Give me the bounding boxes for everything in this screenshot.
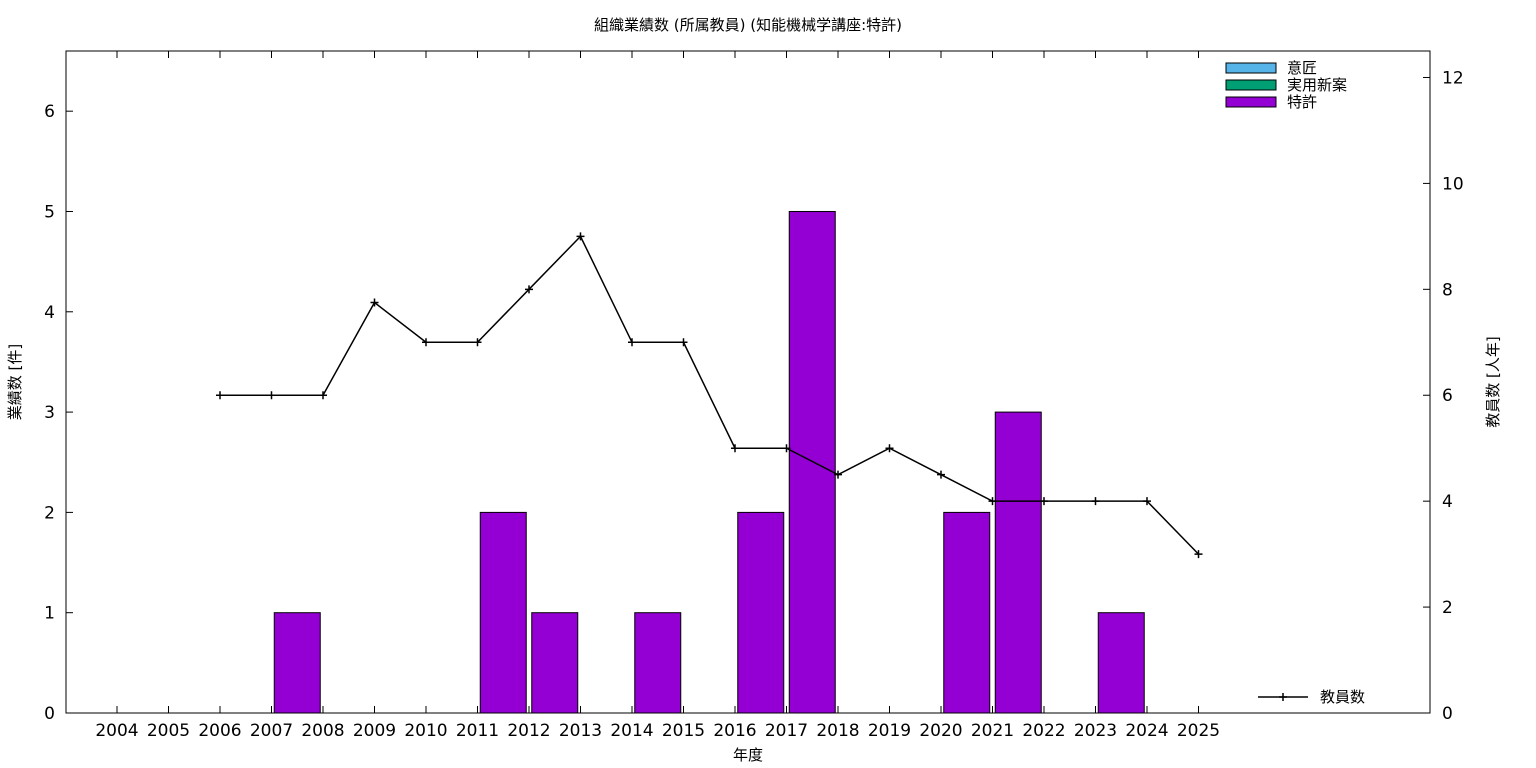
line-point: [422, 338, 430, 347]
x-tick-label: 2023: [1074, 721, 1117, 741]
x-tick-label: 2018: [816, 721, 859, 741]
x-tick-label: 2005: [147, 721, 190, 741]
y2-tick-label: 2: [1442, 598, 1453, 618]
x-tick-label: 2014: [610, 721, 653, 741]
legend-label: 教員数: [1320, 688, 1365, 706]
line-point: [370, 298, 379, 307]
y-tick-label: 0: [44, 704, 55, 724]
line-point: [473, 338, 482, 347]
y2-tick-label: 6: [1442, 386, 1453, 406]
line-point: [216, 391, 224, 400]
bar: [737, 511, 785, 714]
line-point: [267, 391, 276, 400]
line-point: [885, 444, 894, 453]
y-tick-label: 5: [44, 202, 55, 222]
line-point: [1040, 497, 1048, 506]
line-point: [937, 470, 945, 479]
bar: [531, 612, 579, 714]
x-tick-label: 2010: [404, 721, 447, 741]
y2-tick-label: 8: [1442, 280, 1453, 300]
x-tick-label: 2009: [353, 721, 396, 741]
bar: [943, 511, 991, 714]
chart-title: 組織業績数 (所属教員) (知能機械学講座:特許): [594, 16, 902, 34]
line-series: [216, 232, 1203, 559]
legend-label: 実用新案: [1287, 76, 1347, 94]
bar: [634, 612, 682, 714]
y-tick-label: 1: [44, 604, 55, 624]
x-tick-label: 2013: [559, 721, 602, 741]
line-point: [576, 232, 585, 241]
x-tick-label: 2016: [713, 721, 756, 741]
legend-swatch: [1225, 79, 1277, 91]
x-tick-label: 2022: [1022, 721, 1065, 741]
y-axis-right: 0 2 4 6 8 10 12: [1423, 68, 1464, 724]
x-axis: 2004 2005 2006 2007 2008 2009 2010 2011 2012 2013…: [95, 51, 1220, 741]
line-point: [1143, 497, 1151, 506]
line-point: [782, 444, 791, 453]
bar-series: [273, 210, 1145, 714]
x-tick-label: 2006: [198, 721, 241, 741]
x-axis-label: 年度: [733, 746, 763, 764]
legend-swatch: [1225, 62, 1277, 74]
x-tick-label: 2024: [1125, 721, 1168, 741]
y-tick-label: 4: [44, 303, 55, 323]
line-point: [834, 470, 842, 479]
x-tick-label: 2008: [301, 721, 344, 741]
y2-tick-label: 0: [1442, 704, 1453, 724]
line-point: [679, 338, 688, 347]
line-point: [319, 391, 327, 400]
x-tick-label: 2004: [95, 721, 138, 741]
line-point: [1091, 497, 1100, 506]
y-tick-label: 6: [44, 102, 55, 122]
x-tick-label: 2019: [868, 721, 911, 741]
line-point: [731, 444, 739, 453]
bar: [994, 411, 1042, 714]
x-tick-label: 2025: [1177, 721, 1220, 741]
y2-tick-label: 12: [1442, 68, 1464, 88]
y2-tick-label: 4: [1442, 492, 1453, 512]
y-axis-left: 0 1 2 3 4 5 6: [44, 102, 73, 724]
y-tick-label: 3: [44, 403, 55, 423]
line-point: [1194, 550, 1203, 559]
line-point: [988, 497, 997, 506]
x-tick-label: 2017: [765, 721, 808, 741]
y-axis-label: 業績数 [件]: [6, 344, 24, 420]
line-point: [628, 338, 636, 347]
x-tick-label: 2021: [971, 721, 1014, 741]
legend-label: 特許: [1287, 93, 1317, 111]
x-tick-label: 2011: [456, 721, 499, 741]
bar: [273, 612, 321, 714]
x-tick-label: 2012: [507, 721, 550, 741]
legend-swatch: [1225, 96, 1277, 108]
y-tick-label: 2: [44, 503, 55, 523]
bar: [1097, 612, 1145, 714]
legend-label: 意匠: [1287, 59, 1317, 77]
y2-tick-label: 10: [1442, 174, 1464, 194]
y2-axis-label: 教員数 [人年]: [1484, 336, 1502, 427]
x-tick-label: 2007: [250, 721, 293, 741]
x-tick-label: 2020: [919, 721, 962, 741]
teacher-count-line: [220, 235, 1200, 555]
x-tick-label: 2015: [662, 721, 705, 741]
legend-line-marker: [1279, 693, 1287, 701]
bar: [479, 511, 527, 714]
line-point: [525, 285, 533, 294]
